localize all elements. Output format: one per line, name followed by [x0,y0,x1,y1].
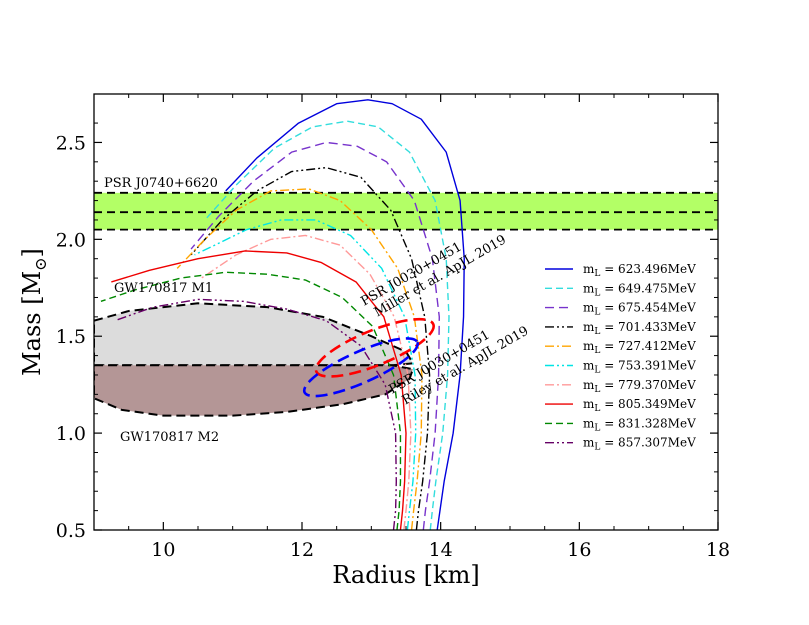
x-tick-label: 10 [151,539,175,561]
y-tick-label: 1.0 [56,423,86,445]
legend-label-4: mL = 701.433MeV [583,320,696,337]
psr-band [94,192,718,230]
x-tick-label: 18 [706,539,730,561]
series-curve-4 [190,166,431,530]
legend-label-2: mL = 649.475MeV [583,281,696,298]
y-axis-title-subscript: ⊙ [31,257,50,270]
series-curve-6 [194,219,417,530]
series-curve-1 [225,99,465,530]
y-tick-label: 0.5 [56,520,86,542]
nicer-ellipse-1 [314,317,435,378]
legend-label-1: mL = 623.496MeV [583,262,696,279]
nicer-miller-label: PSR J0030+0451 Miller et al. ApJL 2019 [359,232,509,320]
x-tick-label: 16 [567,539,591,561]
legend-label-6: mL = 753.391MeV [583,359,696,376]
legend-label-3: mL = 675.454MeV [583,301,696,318]
psr-band-label: PSR J0740+6620 [104,176,218,191]
gw-region-2 [94,364,414,417]
x-tick-label: 12 [290,539,314,561]
y-tick-label: 2.0 [56,229,86,251]
series-curve-8 [111,250,407,530]
legend-label-10: mL = 857.307MeV [583,436,696,453]
series-curve-7 [201,234,412,530]
series-curve-5 [176,188,423,530]
legend-label-9: mL = 831.328MeV [583,416,696,433]
series-curve-2 [204,120,450,530]
x-axis-title: Radius [km] [332,561,479,589]
legend: mL = 623.496MeV mL = 649.475MeV mL = 675.4… [545,262,696,453]
y-axis-title: Mass [M⊙] [18,248,50,376]
y-tick-label: 2.5 [56,132,86,154]
y-tick-label: 1.5 [56,326,86,348]
legend-label-7: mL = 779.370MeV [583,378,696,395]
gw-m2-label: GW170817 M2 [120,430,219,445]
legend-label-5: mL = 727.412MeV [583,339,696,356]
series-curve-9 [100,271,402,530]
legend-label-8: mL = 805.349MeV [583,397,696,414]
x-tick-label: 14 [429,539,453,561]
gw-m1-label: GW170817 M1 [114,281,213,296]
nicer-ellipse-2 [302,337,419,398]
